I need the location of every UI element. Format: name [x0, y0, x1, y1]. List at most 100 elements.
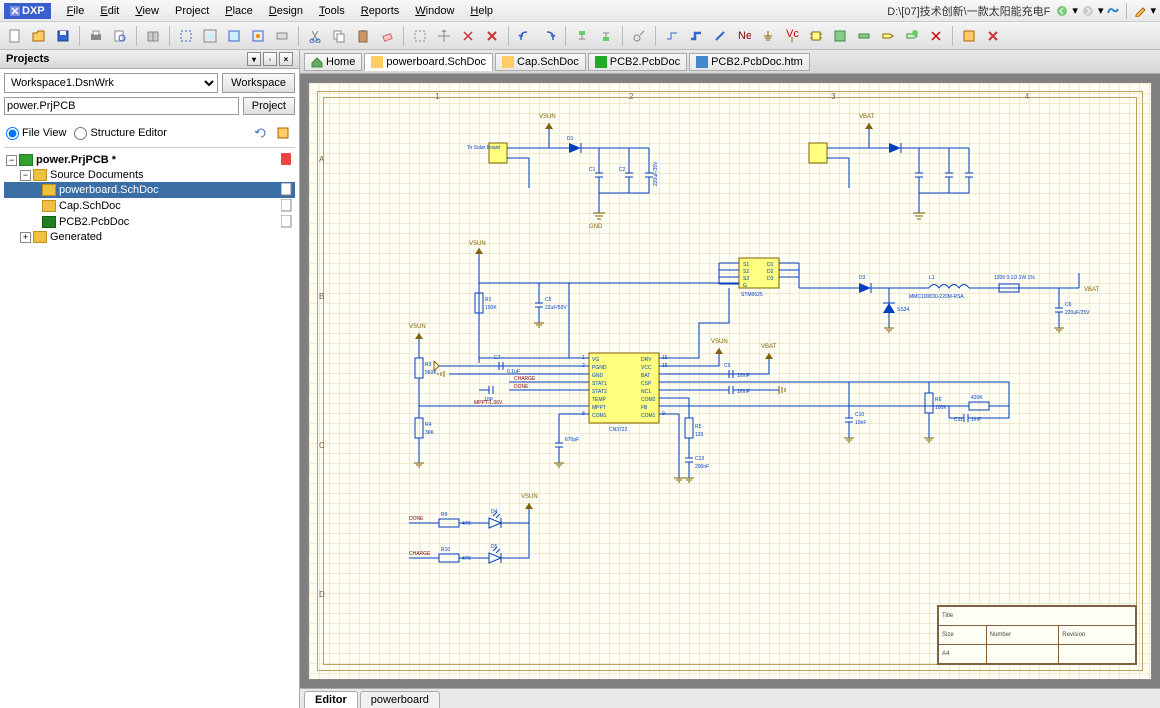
svg-text:CHARGE: CHARGE	[409, 551, 431, 557]
tab-home[interactable]: Home	[304, 53, 362, 71]
new-icon[interactable]	[4, 25, 26, 47]
hierarchy-up-icon[interactable]	[571, 25, 593, 47]
pencil-icon[interactable]	[1132, 3, 1148, 19]
tab-powerboard[interactable]: powerboard.SchDoc	[364, 53, 493, 71]
dropdown-icon[interactable]: ▾	[1150, 4, 1156, 17]
tab-pcb[interactable]: PCB2.PcbDoc	[588, 53, 687, 71]
workspace-button[interactable]: Workspace	[222, 73, 295, 93]
redo-icon[interactable]	[538, 25, 560, 47]
copy-icon[interactable]	[328, 25, 350, 47]
svg-text:BAT: BAT	[641, 373, 650, 379]
cross-probe-icon[interactable]	[628, 25, 650, 47]
menu-help[interactable]: Help	[462, 2, 501, 20]
menu-edit[interactable]: Edit	[92, 2, 127, 20]
sheet-symbol-icon[interactable]	[829, 25, 851, 47]
zoom-sel-icon[interactable]	[247, 25, 269, 47]
refresh-icon[interactable]	[251, 123, 271, 143]
tab-cap[interactable]: Cap.SchDoc	[495, 53, 586, 71]
panel-pin-icon[interactable]: ◦	[263, 52, 277, 66]
pcb-icon	[595, 56, 607, 68]
panel-close-icon[interactable]: ×	[279, 52, 293, 66]
tree-item-powerboard[interactable]: powerboard.SchDoc	[4, 182, 295, 198]
tree-label: PCB2.PcbDoc	[59, 216, 129, 228]
project-input[interactable]	[4, 97, 239, 115]
cut-icon[interactable]	[304, 25, 326, 47]
tab-htm[interactable]: PCB2.PcbDoc.htm	[689, 53, 810, 71]
tab-editor[interactable]: Editor	[304, 691, 358, 708]
project-button[interactable]: Project	[243, 97, 295, 115]
expand-icon[interactable]: +	[20, 232, 31, 243]
book-icon[interactable]	[142, 25, 164, 47]
options-icon[interactable]	[273, 123, 293, 143]
menu-place[interactable]: Place	[217, 2, 261, 20]
move-icon[interactable]	[433, 25, 455, 47]
dropdown-icon[interactable]: ▾	[1072, 4, 1078, 17]
doc-badge-icon	[281, 183, 293, 197]
clear-icon[interactable]	[481, 25, 503, 47]
deselect-icon[interactable]	[457, 25, 479, 47]
menu-file[interactable]: File	[59, 2, 93, 20]
panel-dropdown-icon[interactable]: ▾	[247, 52, 261, 66]
select-icon[interactable]	[409, 25, 431, 47]
menu-design[interactable]: Design	[261, 2, 311, 20]
menu-project[interactable]: Project	[167, 2, 217, 20]
rubber-icon[interactable]	[376, 25, 398, 47]
nav-home-icon[interactable]	[1105, 3, 1121, 19]
menu-view[interactable]: View	[127, 2, 167, 20]
toggle-icon[interactable]	[271, 25, 293, 47]
svg-text:S3: S3	[743, 276, 749, 282]
gnd-icon[interactable]	[757, 25, 779, 47]
vcc-icon[interactable]: Vcc	[781, 25, 803, 47]
struct-view-radio[interactable]: Structure Editor	[74, 127, 166, 140]
part-icon[interactable]	[805, 25, 827, 47]
menu-window[interactable]: Window	[407, 2, 462, 20]
menu-reports[interactable]: Reports	[353, 2, 408, 20]
document-tabs: Home powerboard.SchDoc Cap.SchDoc PCB2.P…	[300, 50, 1160, 74]
browse-icon[interactable]	[958, 25, 980, 47]
save-icon[interactable]	[52, 25, 74, 47]
menu-tools[interactable]: Tools	[311, 2, 353, 20]
tree-generated[interactable]: + Generated	[4, 230, 295, 244]
netlabel-icon[interactable]: Net	[733, 25, 755, 47]
zoom-sheet-icon[interactable]	[223, 25, 245, 47]
svg-text:560K: 560K	[425, 370, 437, 376]
paste-icon[interactable]	[352, 25, 374, 47]
tab-powerboard-view[interactable]: powerboard	[360, 691, 440, 708]
svg-text:220uF/25V: 220uF/25V	[1065, 310, 1090, 316]
open-icon[interactable]	[28, 25, 50, 47]
tree-project-root[interactable]: − power.PrjPCB *	[4, 152, 295, 168]
tree-source-docs[interactable]: − Source Documents	[4, 168, 295, 182]
project-tree: − power.PrjPCB * − Source Documents powe…	[4, 152, 295, 244]
dropdown-icon[interactable]: ▾	[1098, 4, 1104, 17]
doc-badge-icon	[281, 199, 293, 213]
expand-icon[interactable]: −	[20, 170, 31, 181]
tree-label: powerboard.SchDoc	[59, 184, 159, 196]
nav-fwd-icon[interactable]	[1080, 3, 1096, 19]
nav-back-icon[interactable]	[1054, 3, 1070, 19]
preview-icon[interactable]	[109, 25, 131, 47]
expand-icon[interactable]: −	[6, 155, 17, 166]
noerc-icon[interactable]	[925, 25, 947, 47]
tree-item-cap[interactable]: Cap.SchDoc	[4, 198, 295, 214]
zoom-fit-icon[interactable]	[199, 25, 221, 47]
bus-entry-icon[interactable]	[709, 25, 731, 47]
schematic-canvas[interactable]: 1 2 3 4 A B C D To Solar Board	[300, 74, 1160, 688]
bus-icon[interactable]	[685, 25, 707, 47]
update-port-icon[interactable]	[901, 25, 923, 47]
sheet-entry-icon[interactable]	[853, 25, 875, 47]
tree-item-pcb[interactable]: PCB2.PcbDoc	[4, 214, 295, 230]
svg-text:C5: C5	[545, 297, 552, 303]
svg-text:36K: 36K	[425, 430, 435, 436]
print-icon[interactable]	[85, 25, 107, 47]
close-icon[interactable]	[982, 25, 1004, 47]
svg-text:1206 0.1Ω 1W 1%: 1206 0.1Ω 1W 1%	[994, 275, 1035, 281]
wire-icon[interactable]	[661, 25, 683, 47]
workspace-select[interactable]: Workspace1.DsnWrk	[4, 73, 218, 93]
svg-text:C1: C1	[589, 167, 596, 173]
port-icon[interactable]	[877, 25, 899, 47]
zoom-window-icon[interactable]	[175, 25, 197, 47]
hierarchy-dn-icon[interactable]	[595, 25, 617, 47]
dxp-logo[interactable]: DXP	[4, 3, 51, 19]
undo-icon[interactable]	[514, 25, 536, 47]
file-view-radio[interactable]: File View	[6, 127, 66, 140]
